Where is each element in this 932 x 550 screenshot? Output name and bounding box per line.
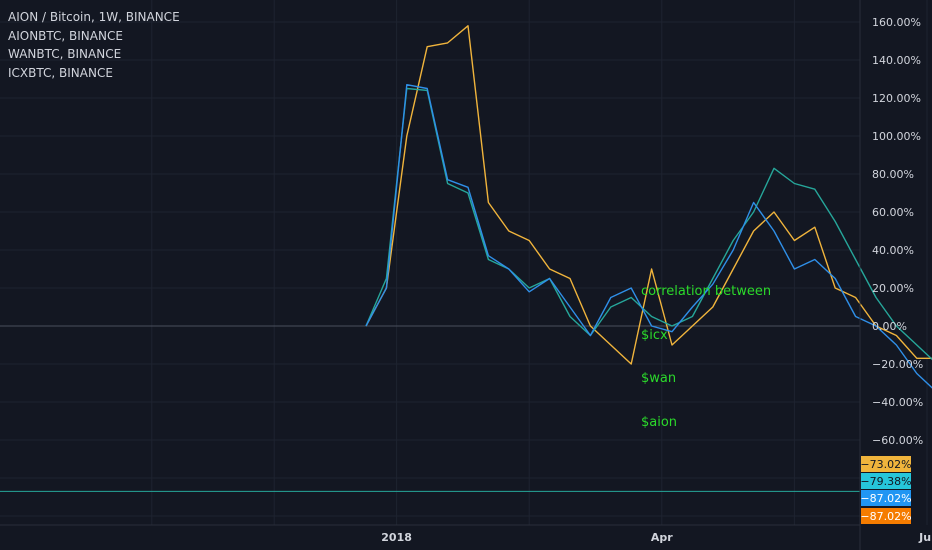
y-tick-label: 140.00% [872, 54, 921, 67]
last-value-badge [861, 508, 911, 524]
y-tick-label: −20.00% [872, 358, 923, 371]
series-line-0[interactable] [365, 25, 932, 482]
y-tick-label: 160.00% [872, 16, 921, 29]
series-line-1[interactable] [365, 87, 932, 482]
y-tick-label: 20.00% [872, 282, 914, 295]
series-lines [365, 25, 932, 494]
grid [0, 0, 928, 525]
last-value-badge [861, 456, 911, 472]
last-value-badges: −73.02% −79.38% −87.02% −87.02% [860, 456, 912, 524]
legend-series-aionbtc[interactable]: AIONBTC, BINANCE [8, 28, 123, 43]
legend: AION / Bitcoin, 1W, BINANCE AIONBTC, BIN… [8, 8, 180, 82]
y-tick-label: 0.00% [872, 320, 907, 333]
y-tick-label: −60.00% [872, 434, 923, 447]
x-tick-label: Apr [651, 531, 673, 544]
last-value-badge [861, 490, 911, 506]
legend-series-icxbtc[interactable]: ICXBTC, BINANCE [8, 65, 113, 80]
y-tick-label: 120.00% [872, 92, 921, 105]
y-tick-label: 40.00% [872, 244, 914, 257]
last-value-label: −87.02% [860, 510, 911, 523]
reference-lines [0, 325, 860, 492]
annotation-line-4: $aion [641, 414, 678, 430]
price-axis[interactable]: 160.00% 140.00% 120.00% 100.00% 80.00% 60.00%… [872, 16, 923, 447]
legend-series-wanbtc[interactable]: WANBTC, BINANCE [8, 47, 122, 61]
x-tick-label: Jul [918, 531, 932, 544]
time-axis[interactable]: 2018AprJulOct2019A [381, 531, 932, 544]
series-line-2[interactable] [365, 83, 932, 494]
legend-title[interactable]: AION / Bitcoin, 1W, BINANCE [8, 10, 180, 24]
x-tick-label: 2018 [381, 531, 412, 544]
y-tick-label: 60.00% [872, 206, 914, 219]
last-value-label: −73.02% [860, 458, 911, 471]
last-value-label: −79.38% [860, 475, 911, 488]
last-value-badge [861, 473, 911, 489]
annotation-line-2: $icx [641, 327, 668, 343]
y-tick-label: −40.00% [872, 396, 923, 409]
y-tick-label: 100.00% [872, 130, 921, 143]
annotation-text[interactable]: correlation between $icx $wan $aion [641, 256, 771, 459]
last-value-label: −87.02% [860, 492, 911, 505]
annotation-line-3: $wan [641, 371, 677, 386]
y-tick-label: 80.00% [872, 168, 914, 181]
annotation-line-1: correlation between [641, 284, 772, 299]
